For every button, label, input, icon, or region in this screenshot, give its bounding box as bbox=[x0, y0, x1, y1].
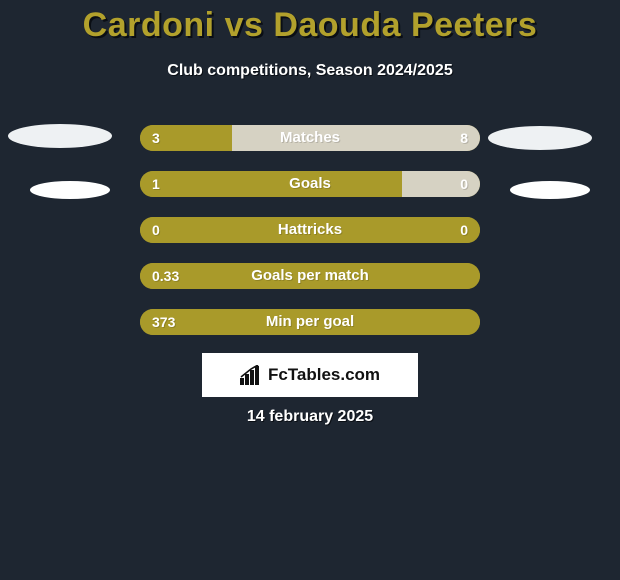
stat-label: Goals bbox=[140, 171, 480, 197]
stat-label: Goals per match bbox=[140, 263, 480, 289]
bars-icon bbox=[240, 365, 262, 385]
subtitle: Club competitions, Season 2024/2025 bbox=[0, 62, 620, 80]
source-logo-text: FcTables.com bbox=[268, 365, 380, 385]
stat-label: Matches bbox=[140, 125, 480, 151]
stat-row: 38Matches bbox=[140, 125, 480, 151]
stat-row: 373Min per goal bbox=[140, 309, 480, 335]
page-title: Cardoni vs Daouda Peeters bbox=[0, 6, 620, 45]
player-avatar-left bbox=[8, 124, 112, 148]
snapshot-date: 14 february 2025 bbox=[0, 408, 620, 426]
stat-label: Min per goal bbox=[140, 309, 480, 335]
stat-row: 00Hattricks bbox=[140, 217, 480, 243]
stat-row: 0.33Goals per match bbox=[140, 263, 480, 289]
stat-row: 10Goals bbox=[140, 171, 480, 197]
comparison-card: Cardoni vs Daouda Peeters Club competiti… bbox=[0, 0, 620, 580]
stat-label: Hattricks bbox=[140, 217, 480, 243]
player-avatar-right bbox=[488, 126, 592, 150]
player-avatar-right-inner bbox=[510, 181, 590, 199]
player-avatar-left-inner bbox=[30, 181, 110, 199]
source-logo: FcTables.com bbox=[202, 353, 418, 397]
stats-container: 38Matches 10Goals 00Hattricks 0.33Goals per… bbox=[140, 125, 480, 355]
